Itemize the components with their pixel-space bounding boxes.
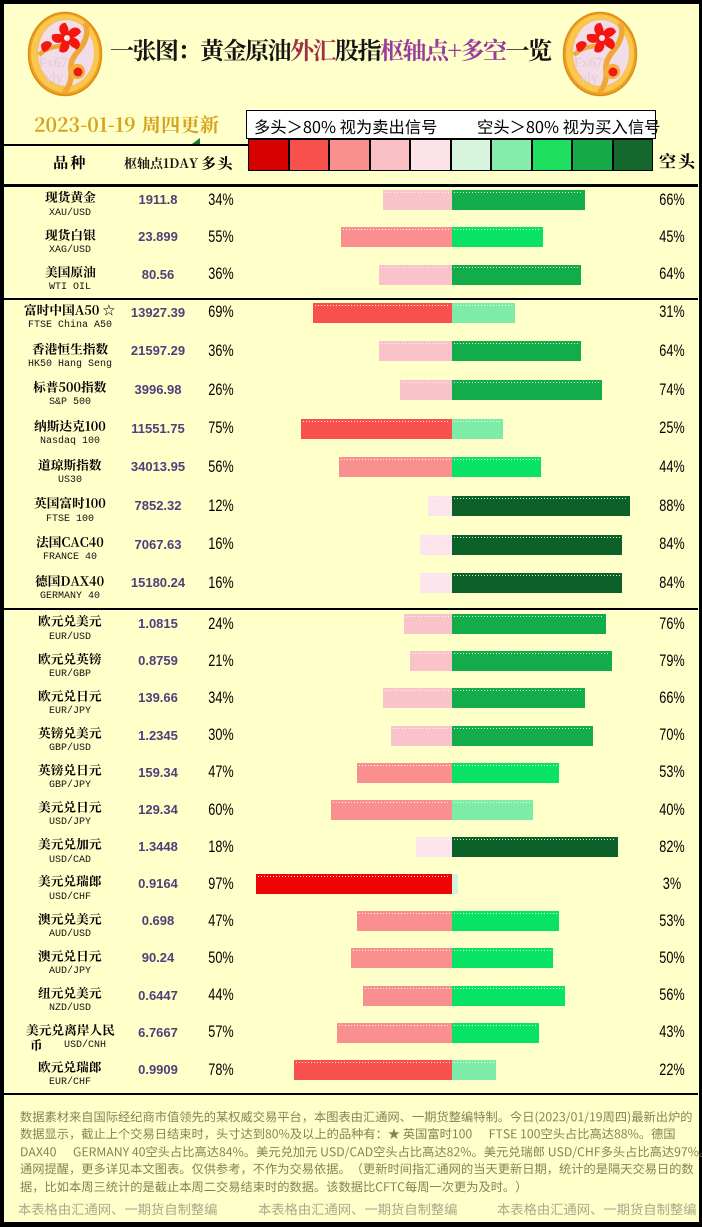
- svg-text:Fx678: Fx678: [574, 56, 610, 71]
- svg-text:Fx678: Fx678: [39, 56, 75, 71]
- svg-text:yly: yly: [580, 71, 598, 86]
- svg-text:yly: yly: [45, 71, 63, 86]
